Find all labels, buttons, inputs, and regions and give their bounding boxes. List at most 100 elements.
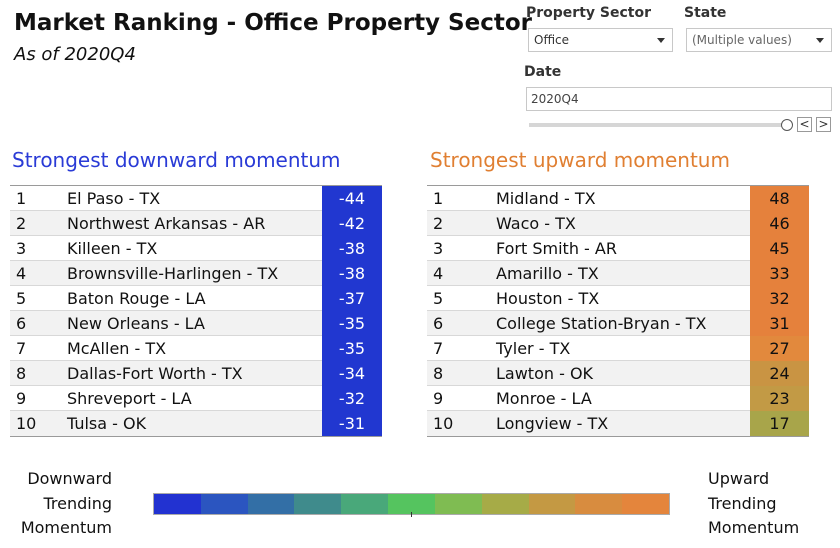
- rank-cell: 2: [433, 214, 444, 233]
- rank-cell: 5: [16, 289, 27, 308]
- legend-left-line: Downward: [27, 469, 112, 488]
- market-cell: Baton Rouge - LA: [67, 289, 206, 308]
- momentum-score-cell: 33: [750, 261, 809, 286]
- momentum-score-cell: -34: [322, 361, 382, 386]
- market-cell: Shreveport - LA: [67, 389, 192, 408]
- chevron-down-icon: [657, 38, 665, 43]
- momentum-score-cell: 17: [750, 411, 809, 436]
- market-cell: College Station-Bryan - TX: [496, 314, 707, 333]
- table-row: 8 Dallas-Fort Worth - TX -34: [10, 361, 382, 386]
- momentum-score-cell: -35: [322, 336, 382, 361]
- date-next-button[interactable]: >: [816, 117, 831, 132]
- market-cell: Longview - TX: [496, 414, 609, 433]
- market-cell: Tulsa - OK: [67, 414, 147, 433]
- table-row: 10 Tulsa - OK -31: [10, 411, 382, 436]
- date-label: Date: [524, 64, 562, 80]
- table-row: 7 Tyler - TX 27: [427, 336, 809, 361]
- table-row: 5 Baton Rouge - LA -37: [10, 286, 382, 311]
- table-row: 5 Houston - TX 32: [427, 286, 809, 311]
- momentum-score-cell: 27: [750, 336, 809, 361]
- table-row: 8 Lawton - OK 24: [427, 361, 809, 386]
- rank-cell: 9: [433, 389, 444, 408]
- momentum-score-cell: -32: [322, 386, 382, 411]
- date-prev-button[interactable]: <: [797, 117, 812, 132]
- market-cell: Midland - TX: [496, 189, 596, 208]
- momentum-score-cell: 32: [750, 286, 809, 311]
- legend-color-segment: [247, 494, 295, 514]
- legend-color-segment: [200, 494, 248, 514]
- momentum-score-cell: -37: [322, 286, 382, 311]
- rank-cell: 8: [433, 364, 444, 383]
- momentum-score-cell: -38: [322, 261, 382, 286]
- rank-cell: 6: [433, 314, 444, 333]
- table-row: 1 El Paso - TX -44: [10, 186, 382, 211]
- rank-cell: 8: [16, 364, 27, 383]
- momentum-score-cell: 23: [750, 386, 809, 411]
- table-row: 2 Northwest Arkansas - AR -42: [10, 211, 382, 236]
- table-row: 9 Shreveport - LA -32: [10, 386, 382, 411]
- momentum-score-cell: -38: [322, 236, 382, 261]
- legend-left-line: Trending: [43, 493, 112, 513]
- legend-color-bar: [153, 493, 670, 515]
- market-cell: Amarillo - TX: [496, 264, 599, 283]
- market-cell: New Orleans - LA: [67, 314, 205, 333]
- legend-color-segment: [341, 494, 389, 514]
- legend-midpoint-tick: [411, 512, 412, 517]
- rank-cell: 1: [16, 189, 27, 208]
- legend-color-segment: [294, 494, 342, 514]
- rank-cell: 9: [16, 389, 27, 408]
- legend-color-segment: [434, 494, 482, 514]
- rank-cell: 7: [433, 339, 444, 358]
- momentum-score-cell: -31: [322, 411, 382, 436]
- legend-color-segment: [388, 494, 435, 514]
- legend-right-line: Momentum: [708, 518, 800, 537]
- legend-right-label: Upward Trending Momentum: [708, 467, 799, 541]
- table-row: 6 College Station-Bryan - TX 31: [427, 311, 809, 336]
- table-row: 1 Midland - TX 48: [427, 186, 809, 211]
- market-cell: Killeen - TX: [67, 239, 158, 258]
- property-sector-select[interactable]: Office: [528, 28, 673, 52]
- market-cell: Waco - TX: [496, 214, 576, 233]
- date-input[interactable]: 2020Q4: [526, 87, 832, 111]
- table-row: 7 McAllen - TX -35: [10, 336, 382, 361]
- page-subtitle: As of 2020Q4: [14, 44, 136, 65]
- date-slider-track[interactable]: [529, 123, 785, 127]
- date-slider-thumb[interactable]: [781, 119, 793, 131]
- market-cell: McAllen - TX: [67, 339, 167, 358]
- momentum-score-cell: -44: [322, 186, 382, 211]
- market-cell: Fort Smith - AR: [496, 239, 617, 258]
- momentum-score-cell: -35: [322, 311, 382, 336]
- table-row: 6 New Orleans - LA -35: [10, 311, 382, 336]
- upward-table: 1 Midland - TX 4 8 2 Waco - TX 46 3 Fort Smith -…: [427, 185, 809, 437]
- table-row: 3 Killeen - TX -38: [10, 236, 382, 261]
- downward-panel-title: Strongest downward momentum: [12, 148, 341, 172]
- table-row: 2 Waco - TX 46: [427, 211, 809, 236]
- market-cell: Monroe - LA: [496, 389, 592, 408]
- market-cell: Tyler - TX: [496, 339, 571, 358]
- rank-cell: 7: [16, 339, 27, 358]
- market-cell: Houston - TX: [496, 289, 600, 308]
- rank-cell: 1: [433, 189, 444, 208]
- rank-cell: 4: [16, 264, 27, 283]
- momentum-score-cell: 45: [750, 236, 809, 261]
- property-sector-label: Property Sector: [526, 5, 651, 21]
- market-cell: Lawton - OK: [496, 364, 594, 383]
- page-title: Market Ranking - Office Property Sector: [14, 10, 532, 36]
- market-cell: Dallas-Fort Worth - TX: [67, 364, 243, 383]
- momentum-score-cell: 46: [750, 211, 809, 236]
- table-row: 4 Amarillo - TX 33: [427, 261, 809, 286]
- rank-cell: 5: [433, 289, 444, 308]
- state-value: (Multiple values): [692, 33, 792, 47]
- legend-color-segment: [528, 494, 576, 514]
- legend-color-segment: [154, 494, 201, 514]
- legend-right-line: Upward: [708, 469, 770, 488]
- chevron-down-icon: [816, 38, 824, 43]
- state-select[interactable]: (Multiple values): [686, 28, 832, 52]
- market-cell: El Paso - TX: [67, 189, 161, 208]
- property-sector-value: Office: [534, 33, 570, 47]
- market-cell: Northwest Arkansas - AR: [67, 214, 266, 233]
- rank-cell: 10: [433, 414, 454, 433]
- market-cell: Brownsville-Harlingen - TX: [67, 264, 279, 283]
- rank-cell: 4: [433, 264, 444, 283]
- rank-cell: 3: [433, 239, 444, 258]
